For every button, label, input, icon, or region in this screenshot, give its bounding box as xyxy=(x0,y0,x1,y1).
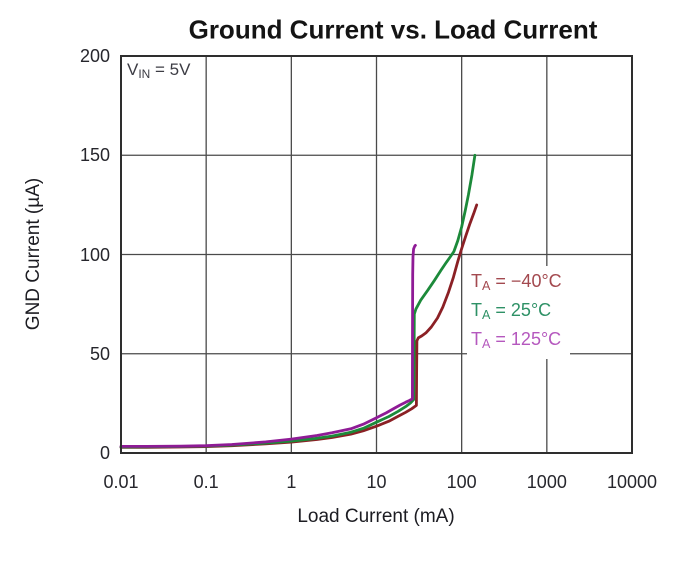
y-tick-label: 0 xyxy=(99,443,110,463)
x-tick-label: 0.01 xyxy=(103,472,139,492)
legend: TA = −40°C TA = 25°C TA = 125°C xyxy=(467,266,570,359)
vin-annotation-sub: IN xyxy=(138,66,151,81)
vin-annotation-base: V xyxy=(127,60,139,79)
legend-entry-sub: A xyxy=(482,279,491,294)
plot-border xyxy=(120,55,633,454)
legend-entry-base: T xyxy=(471,271,482,291)
vin-annotation-rest: = 5V xyxy=(150,60,191,79)
y-tick-label: 100 xyxy=(79,244,110,265)
legend-entry: TA = 25°C xyxy=(471,297,562,326)
x-axis-title: Load Current (mA) xyxy=(297,506,455,527)
x-tick-label: 1000 xyxy=(526,472,567,492)
legend-entry-base: T xyxy=(471,300,482,320)
legend-entry: TA = −40°C xyxy=(471,268,562,297)
series-line-1 xyxy=(119,153,477,449)
x-tick-label: 10000 xyxy=(606,472,658,492)
x-tick-label: 100 xyxy=(446,472,477,492)
y-tick-label: 150 xyxy=(79,145,110,166)
legend-entry-sub: A xyxy=(482,308,491,323)
vin-annotation: VIN = 5V xyxy=(125,60,195,82)
legend-entry-base: T xyxy=(471,329,482,349)
legend-entry-rest: = 125°C xyxy=(490,329,562,349)
x-tick-label: 1 xyxy=(286,472,297,492)
y-tick-label: 200 xyxy=(79,46,110,66)
series-line-0 xyxy=(119,203,479,449)
legend-entry-rest: = −40°C xyxy=(490,271,562,291)
legend-entry-sub: A xyxy=(482,337,491,352)
y-tick-label: 50 xyxy=(89,343,110,364)
x-tick-label: 0.1 xyxy=(193,472,219,492)
x-tick-label: 10 xyxy=(366,472,387,492)
chart-title: Ground Current vs. Load Current xyxy=(188,14,598,45)
series-line-2 xyxy=(119,243,417,448)
legend-entry-rest: = 25°C xyxy=(490,300,552,320)
legend-entry: TA = 125°C xyxy=(471,326,562,355)
